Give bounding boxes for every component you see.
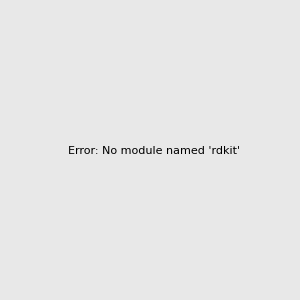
- Text: Error: No module named 'rdkit': Error: No module named 'rdkit': [68, 146, 240, 157]
